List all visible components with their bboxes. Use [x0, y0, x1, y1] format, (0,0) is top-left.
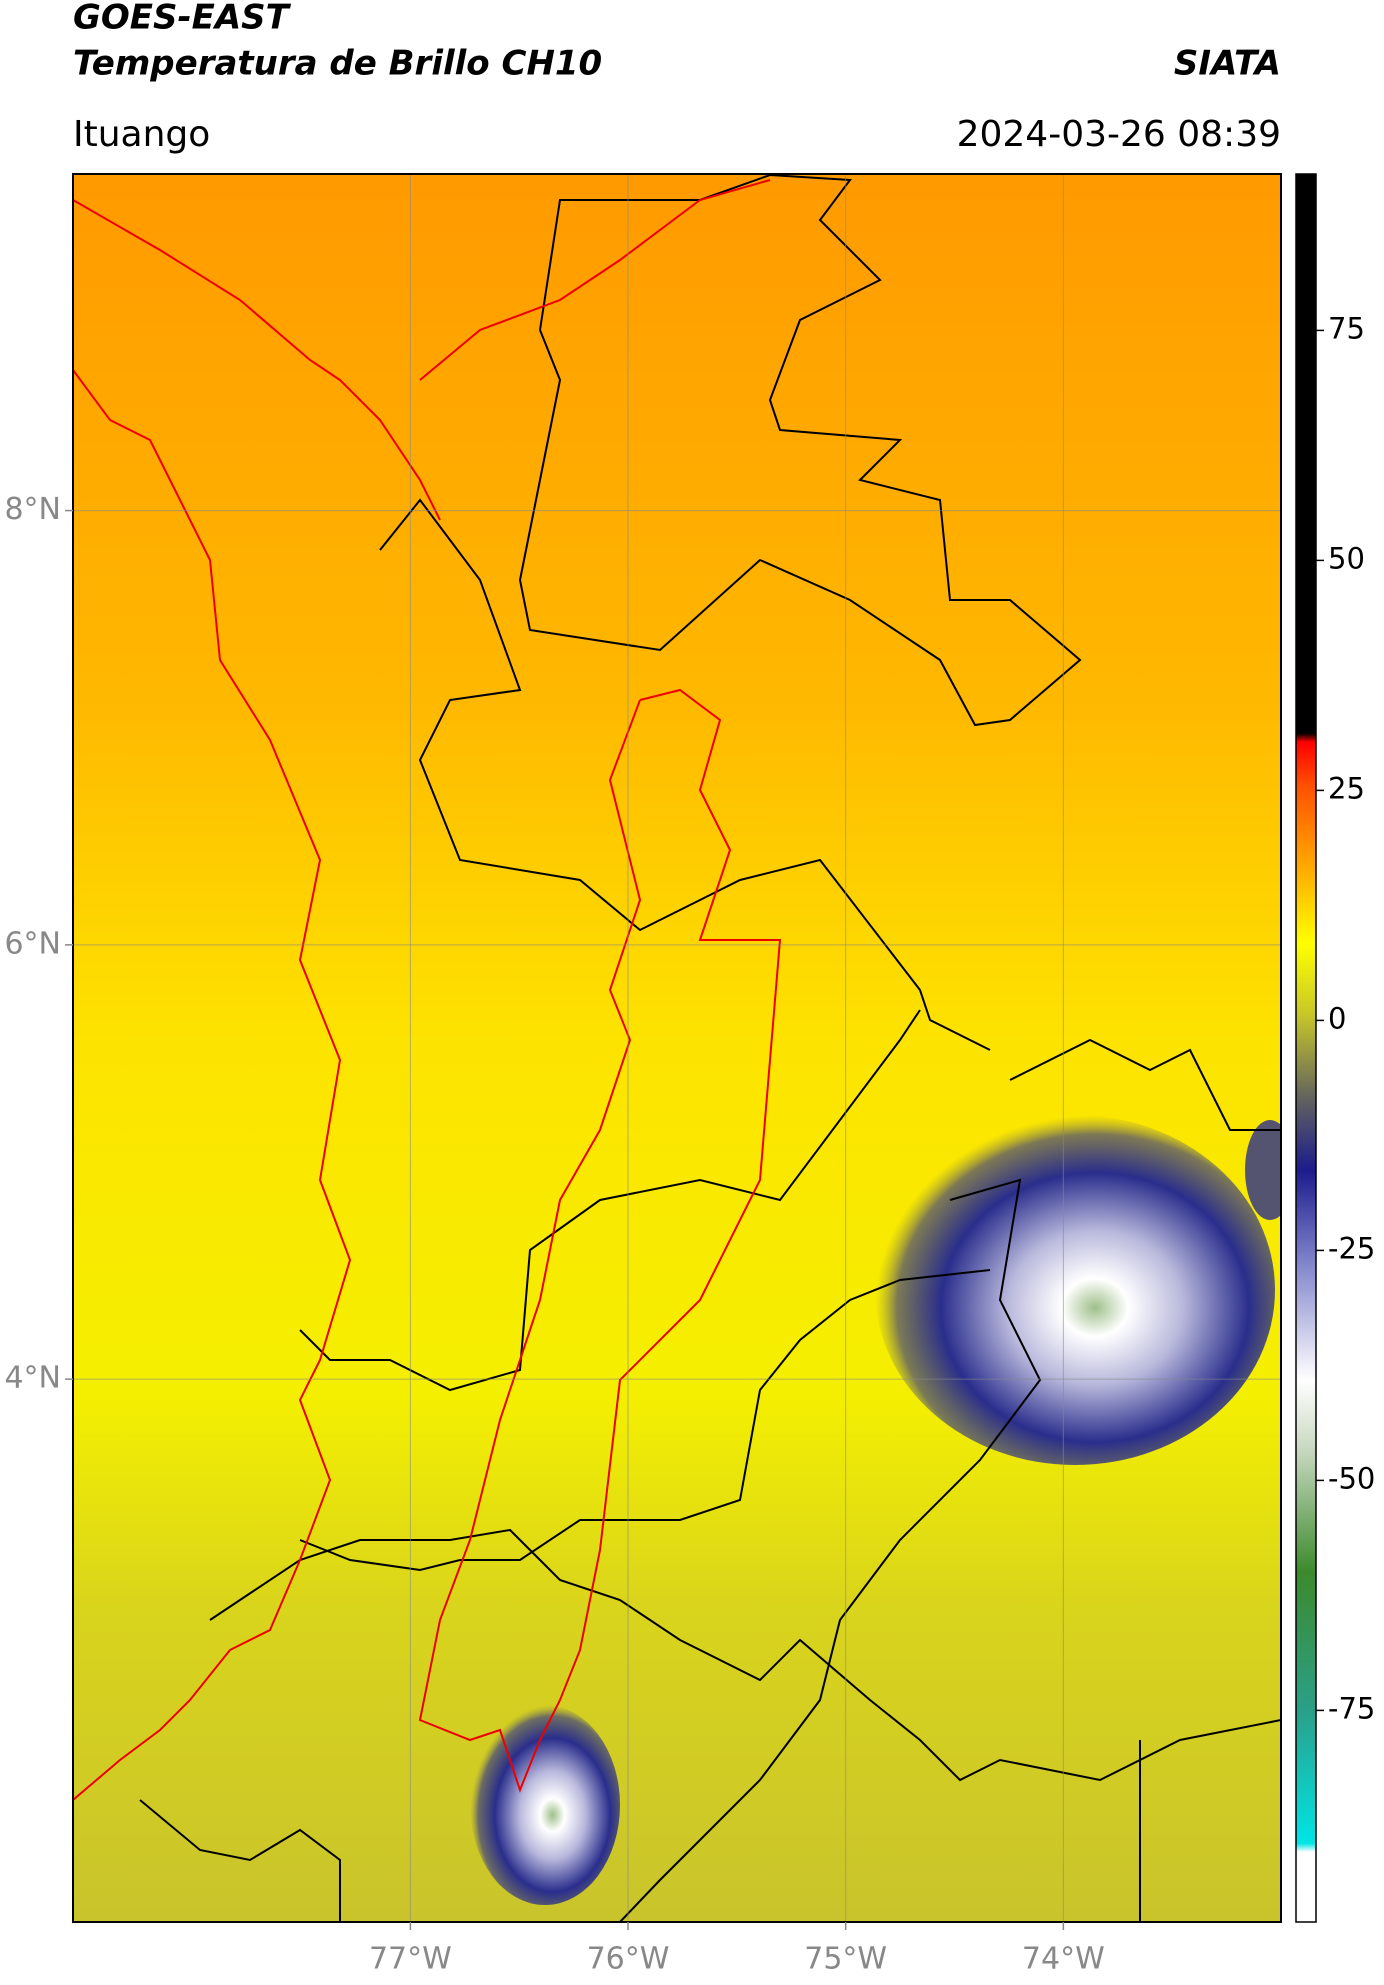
colorbar-tick-label: -50 — [1328, 1461, 1375, 1495]
colorbar — [1295, 173, 1317, 1923]
location: Ituango — [73, 114, 210, 155]
map-imagery — [73, 174, 1281, 1922]
x-tick-label: 75°W — [804, 1942, 887, 1977]
convective-cloud — [470, 1705, 620, 1905]
colorbar-tick-label: -25 — [1328, 1231, 1375, 1265]
temperature-field — [73, 174, 1281, 1922]
graticule — [73, 174, 1281, 1922]
y-tick-label: 8°N — [4, 492, 61, 527]
colorbar-tick-label: 0 — [1328, 1001, 1346, 1035]
datetime: 2024-03-26 08:39 — [957, 114, 1281, 155]
y-tick-label: 6°N — [4, 926, 61, 961]
convective-cloud — [1245, 1120, 1281, 1220]
basin-outline — [73, 179, 782, 1801]
y-tick-label: 4°N — [4, 1361, 61, 1396]
subtitle: Temperatura de Brillo CH10 — [73, 44, 602, 84]
convective-cloud — [875, 1115, 1275, 1465]
x-tick-label: 74°W — [1022, 1942, 1105, 1977]
colorbar-tick-label: 25 — [1328, 771, 1365, 805]
colorbar-tick-label: 50 — [1328, 541, 1365, 575]
map-frame — [72, 173, 1282, 1923]
colorbar-tick-label: -75 — [1328, 1691, 1375, 1725]
boundaries — [139, 174, 1281, 1922]
agency: SIATA — [1174, 44, 1281, 84]
x-tick-label: 76°W — [587, 1942, 670, 1977]
colorbar-tick-label: 75 — [1328, 311, 1365, 345]
x-tick-label: 77°W — [369, 1942, 452, 1977]
title: GOES-EAST — [73, 0, 292, 38]
